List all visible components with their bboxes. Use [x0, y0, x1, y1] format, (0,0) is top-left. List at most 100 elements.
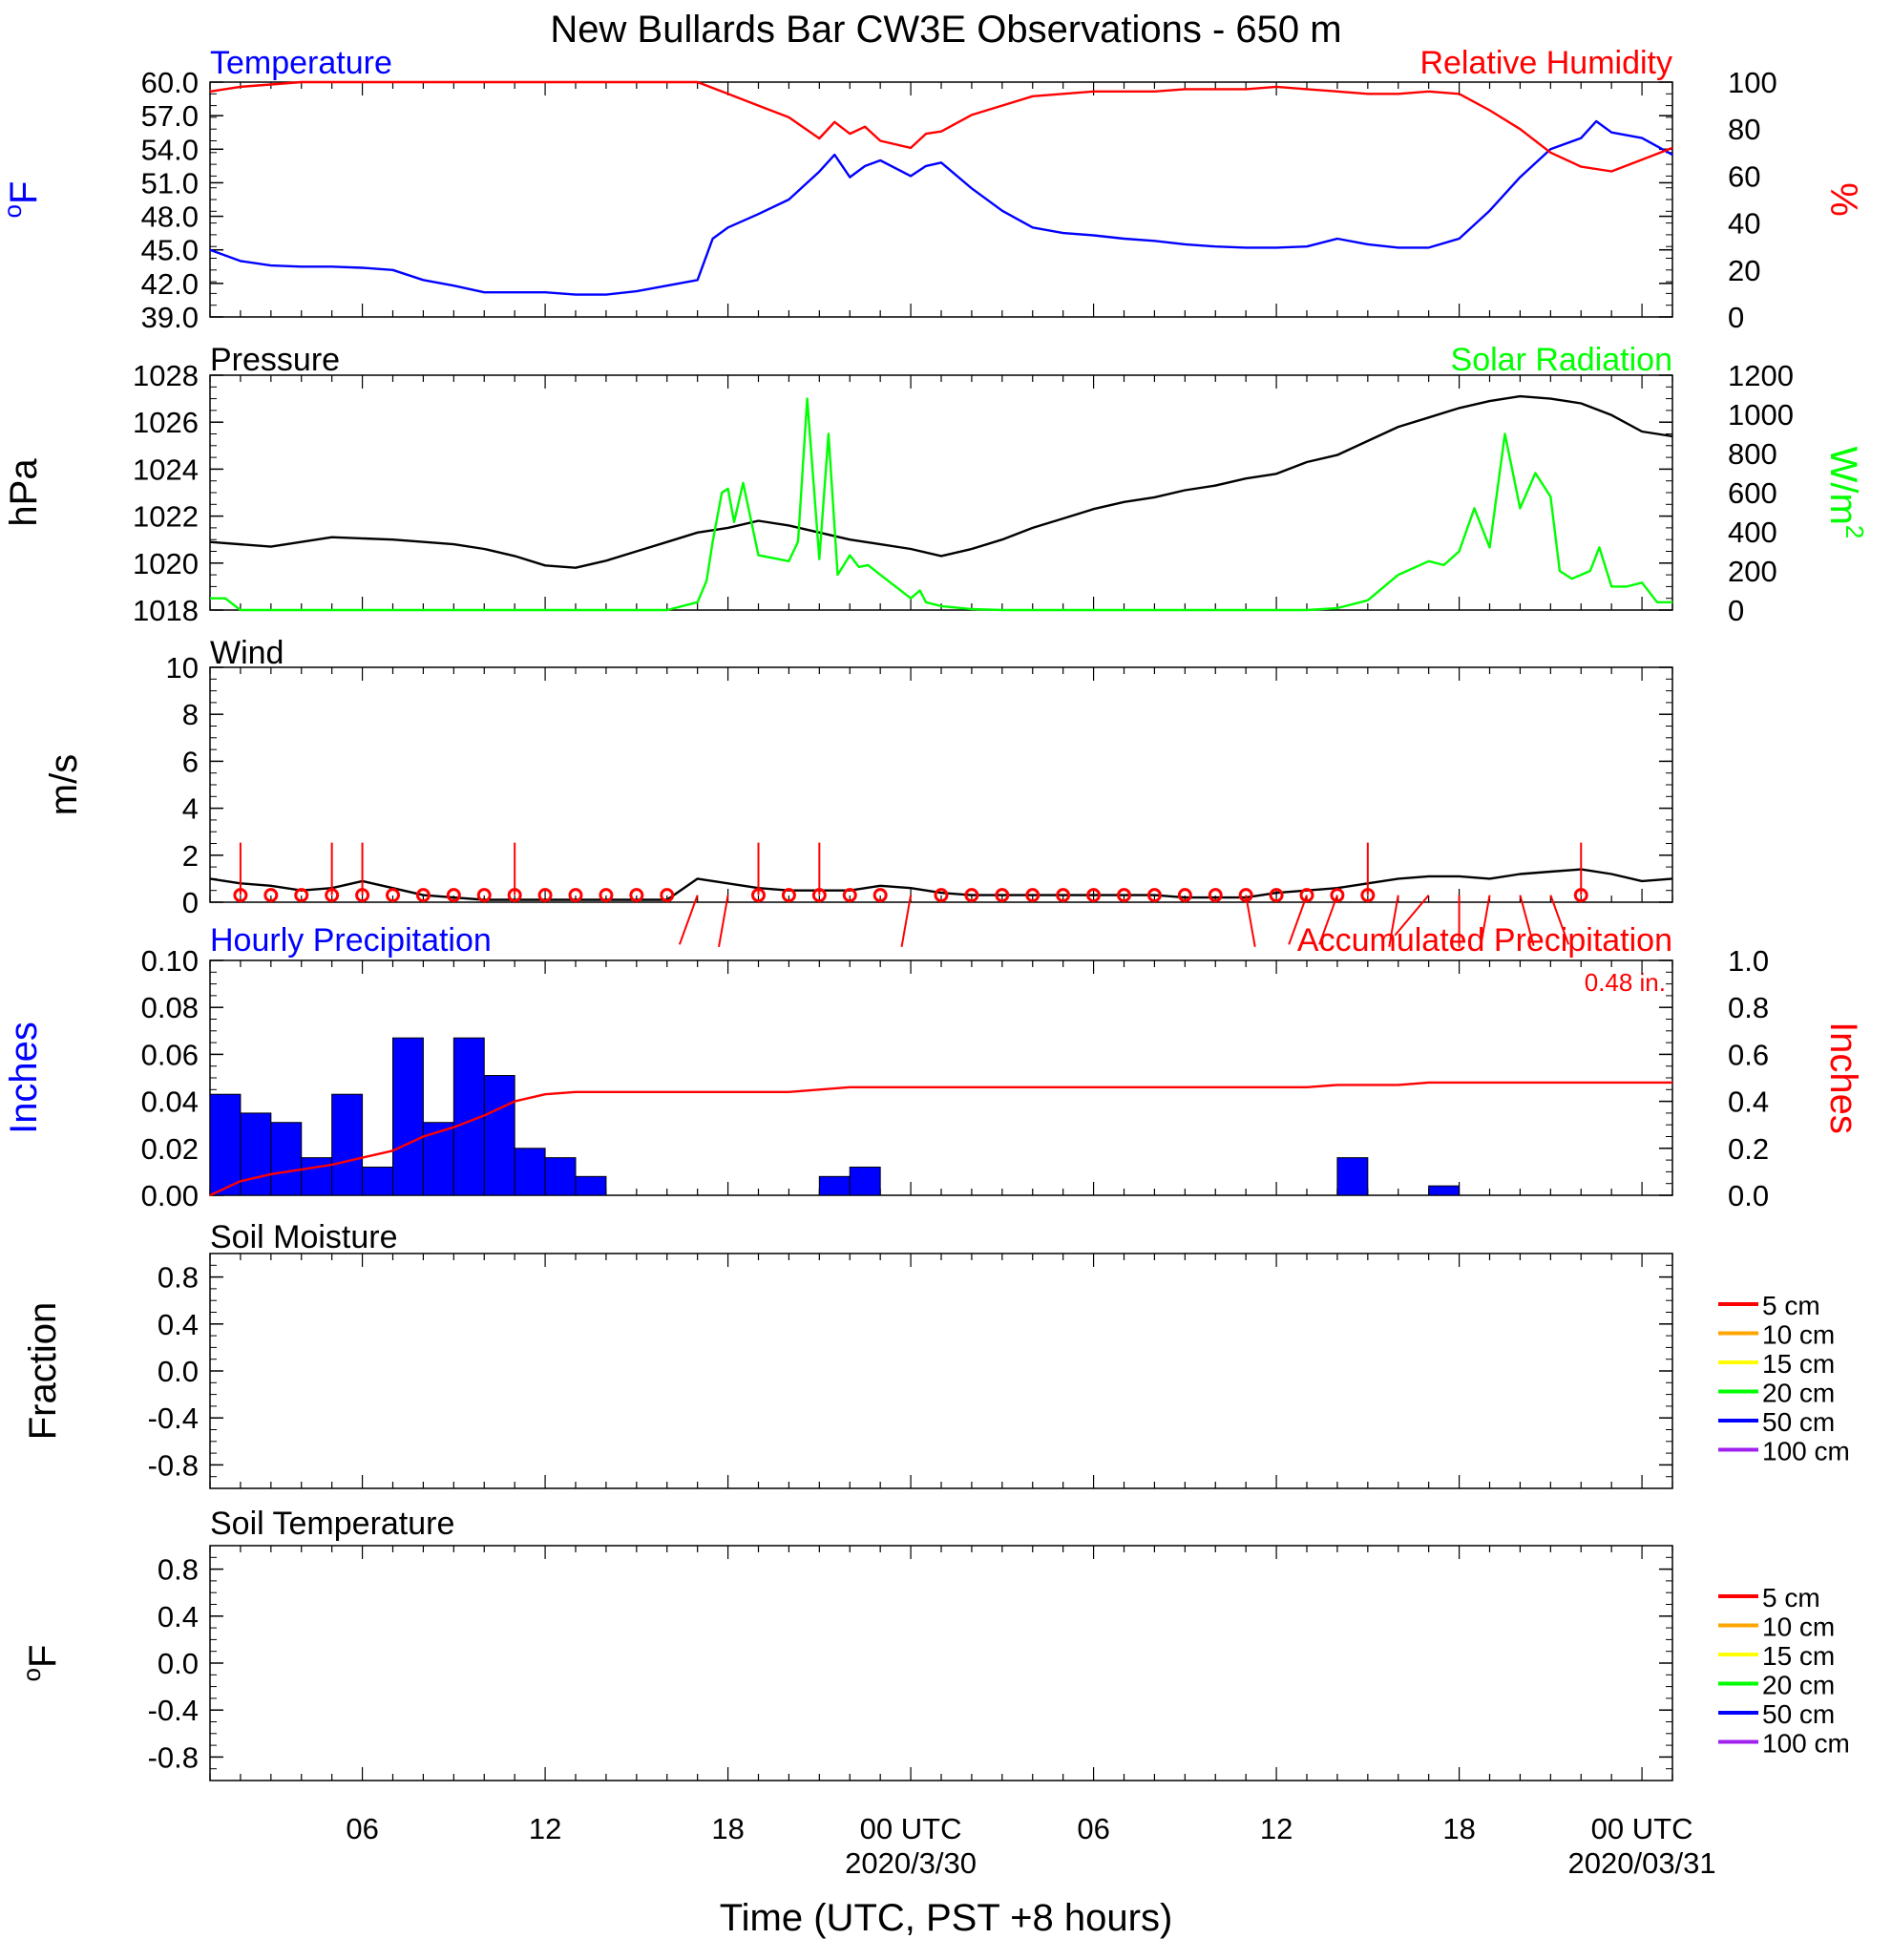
x-ticks — [209, 960, 1673, 1195]
y-tick-label-left: 45.0 — [141, 234, 199, 267]
y-tick-label-left: 0.8 — [158, 1261, 199, 1295]
y-tick-label-right: 0 — [1728, 301, 1744, 334]
panel-title-left: Soil Temperature — [210, 1506, 454, 1542]
y-ticks-left: 60.057.054.051.048.045.042.039.0 — [141, 66, 1672, 334]
wind-calm-marker — [629, 888, 644, 903]
precip-bar — [514, 1148, 546, 1196]
y-tick-label-left: 0.08 — [141, 991, 199, 1024]
axis-label-left: oF — [17, 1645, 64, 1682]
plot-area — [209, 394, 1673, 612]
legend-label: 10 cm — [1762, 1612, 1835, 1642]
panel-title-left: Wind — [210, 635, 284, 671]
accumulated-precipitation-line — [209, 1081, 1672, 1197]
y-tick-label-left: 57.0 — [141, 99, 199, 133]
precip-bar — [422, 1122, 454, 1196]
y-tick-label-left: -0.8 — [148, 1448, 199, 1482]
panel-precipitation: Hourly Precipitation Accumulated Precipi… — [3, 922, 1864, 1212]
wind-calm-marker — [1117, 888, 1131, 903]
y-tick-label-left: 48.0 — [141, 200, 199, 234]
precip-bar — [331, 1093, 364, 1196]
axis-label-left: hPa — [3, 458, 45, 527]
y-tick-label-right: 800 — [1728, 437, 1777, 471]
y-tick-label-left: 0.10 — [141, 944, 199, 978]
x-ticks — [209, 1546, 1673, 1781]
wind-calm-marker — [1086, 888, 1102, 903]
wind-calm-marker — [1208, 888, 1223, 903]
y-tick-label-right: 100 — [1728, 66, 1777, 99]
axis-label-left: oF — [0, 181, 45, 219]
x-tick-label: 06 — [1077, 1812, 1109, 1845]
wind-calm-marker — [964, 888, 979, 903]
plot-area — [209, 80, 1673, 296]
legend-label: 15 cm — [1762, 1349, 1835, 1379]
y-tick-label-left: 0 — [182, 886, 199, 919]
legend-label: 50 cm — [1762, 1699, 1835, 1729]
y-tick-label-left: 2 — [182, 839, 199, 873]
y-tick-label-left: 1020 — [133, 547, 199, 580]
y-tick-label-right: 0 — [1728, 594, 1744, 627]
y-tick-label-right: 0.4 — [1728, 1085, 1769, 1119]
legend-label: 100 cm — [1762, 1437, 1850, 1466]
panel-title-left: Hourly Precipitation — [210, 922, 492, 959]
axis-label-left: Inches — [3, 1022, 45, 1134]
y-tick-label-left: 1018 — [133, 594, 199, 627]
plot-area — [209, 1037, 1672, 1197]
y-tick-label-left: -0.8 — [148, 1740, 199, 1774]
wind-calm-marker — [811, 888, 827, 903]
wind-calm-marker — [476, 888, 492, 903]
legend-label: 5 cm — [1762, 1583, 1820, 1612]
wind-calm-marker — [1025, 888, 1041, 903]
y-tick-label-left: 42.0 — [141, 267, 199, 301]
wind-calm-marker — [294, 888, 309, 903]
y-tick-label-left: 4 — [182, 792, 199, 826]
wind-calm-marker — [872, 888, 888, 903]
panel-title-right: Accumulated Precipitation — [1297, 922, 1672, 959]
y-tick-label-left: 0.04 — [141, 1085, 199, 1119]
axis-label-right: Inches — [1822, 1022, 1864, 1134]
y-ticks-left: 10 8 6 4 2 0 — [166, 651, 1672, 919]
precip-bar — [392, 1037, 424, 1196]
legend-label: 20 cm — [1762, 1671, 1835, 1700]
wind-calm-marker — [263, 888, 279, 903]
y-tick-label-right: 60 — [1728, 159, 1760, 193]
y-tick-label-left: 1028 — [133, 359, 199, 392]
wind-calm-marker — [568, 888, 583, 903]
unit-letter: F — [3, 181, 45, 204]
precip-bar — [209, 1093, 242, 1196]
y-tick-label-left: 60.0 — [141, 66, 199, 99]
wind-calm-marker — [1269, 888, 1284, 903]
wind-calm-marker — [599, 888, 614, 903]
y-tick-label-left: -0.4 — [148, 1694, 199, 1727]
x-tick-label: 18 — [711, 1812, 744, 1845]
wind-calm-marker — [386, 888, 400, 903]
panel-soil-moisture: Soil Moisture Fraction 0.8 0.4 0.0 -0.4 -0.8… — [22, 1219, 1850, 1489]
panel-title-left: Pressure — [210, 342, 340, 378]
y-ticks-left: 1028 1026 1024 1022 1020 1018 — [133, 359, 1672, 627]
axis-label-left: Fraction — [22, 1302, 64, 1441]
wind-barb — [1288, 895, 1308, 945]
y-tick-label-left: 0.4 — [158, 1308, 199, 1341]
wind-barb — [1479, 895, 1491, 947]
wind-calm-marker — [781, 888, 796, 903]
precip-bar — [1428, 1185, 1461, 1196]
precip-bar — [544, 1157, 577, 1196]
y-ticks-left: 0.8 0.4 0.0 -0.4 -0.8 — [148, 1253, 1672, 1489]
precip-bar — [818, 1175, 851, 1196]
x-ticks — [209, 1254, 1673, 1488]
solar-radiation-line — [210, 397, 1672, 612]
x-tick-date-label: 2020/03/31 — [1568, 1846, 1716, 1880]
y-tick-label-left: 54.0 — [141, 133, 199, 166]
degree-symbol: o — [17, 1668, 46, 1681]
y-ticks-right: 1200 1000 800 600 400 200 0 — [1728, 359, 1794, 627]
legend-label: 100 cm — [1762, 1729, 1850, 1759]
x-tick-date-label: 2020/3/30 — [845, 1846, 977, 1880]
y-tick-label-left: 1024 — [133, 453, 199, 486]
x-tick-label: 06 — [346, 1812, 378, 1845]
plot-area — [209, 842, 1673, 948]
wind-calm-marker — [325, 888, 340, 903]
legend-label: 10 cm — [1762, 1320, 1835, 1350]
